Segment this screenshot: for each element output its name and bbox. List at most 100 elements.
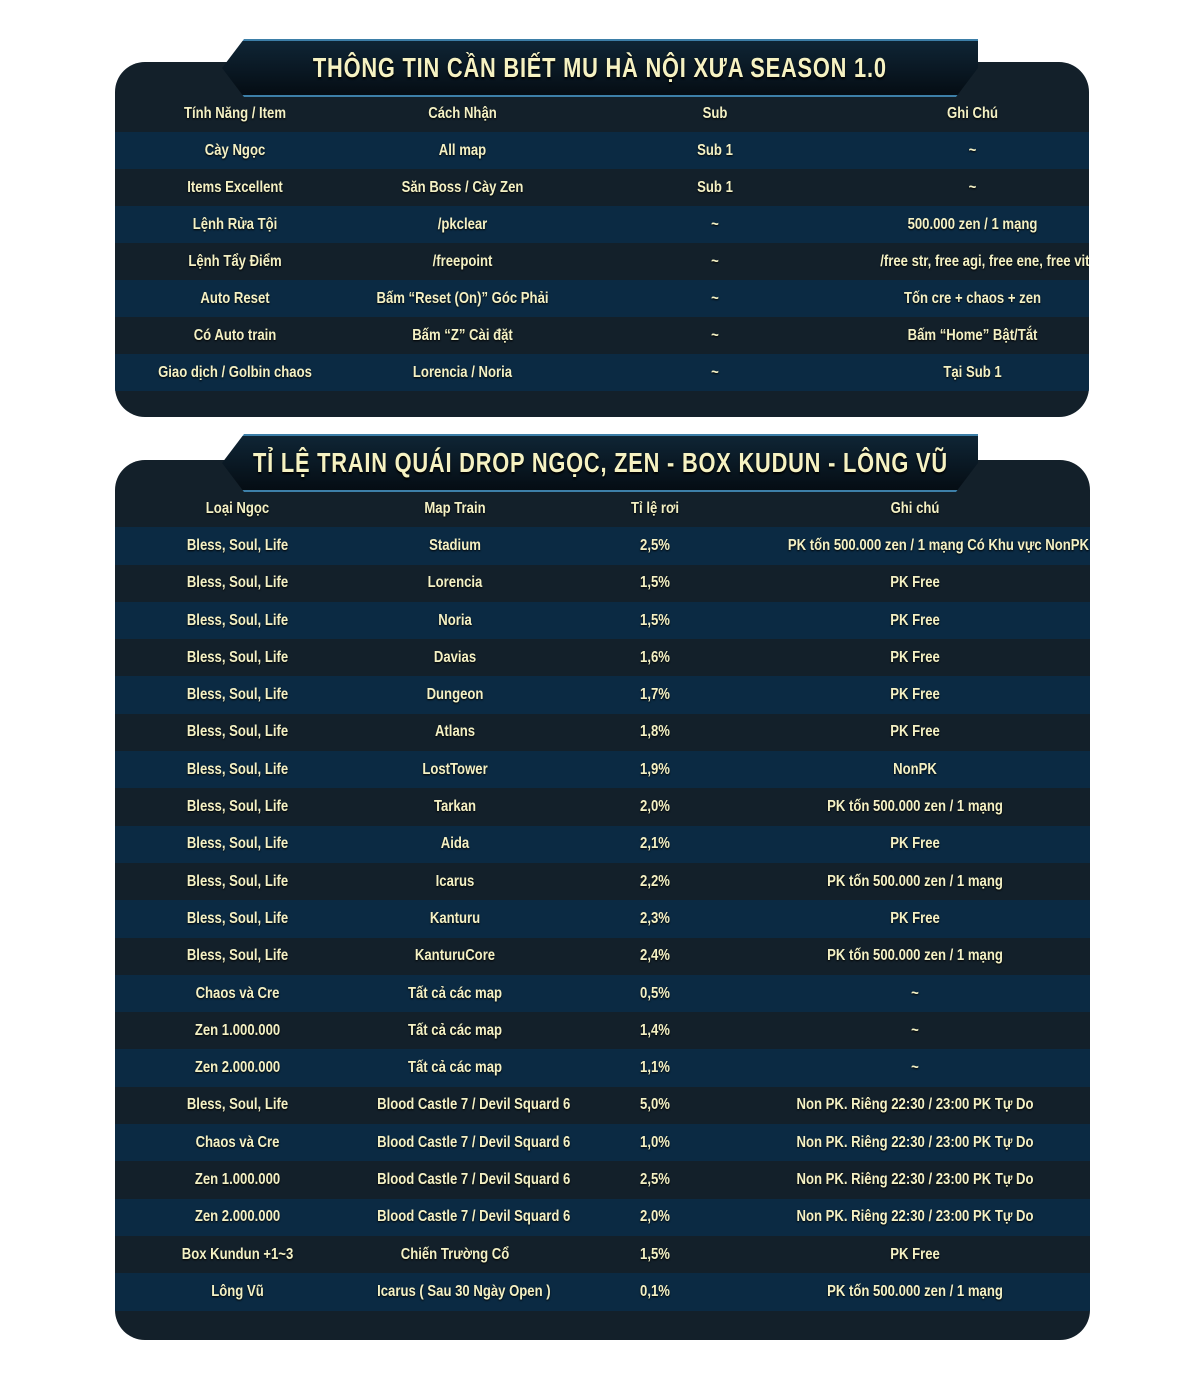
table-cell: Lorencia / Noria — [412, 363, 513, 381]
table-cell: 2,5% — [640, 536, 670, 554]
drop-rate-table: Loại Ngọc Map Train Tỉ lệ rơi Ghi chú Bless,… — [115, 490, 1090, 1311]
table-cell: ~ — [711, 252, 719, 270]
table-cell: Items Excellent — [187, 178, 283, 196]
table-row: Items Excellent Săn Boss / Cày Zen Sub 1 ~ — [115, 169, 1089, 206]
drop-rate-panel: Loại Ngọc Map Train Tỉ lệ rơi Ghi chú Bless,… — [115, 460, 1090, 1340]
table-cell: Tất cả các map — [407, 984, 503, 1002]
table-row: Lông Vũ Icarus ( Sau 30 Ngày Open ) 0,1% PK… — [115, 1273, 1090, 1311]
table-cell: Lệnh Rửa Tội — [192, 215, 278, 233]
table-row: Bless, Soul, Life Stadium 2,5% PK tốn 500.0… — [115, 527, 1090, 565]
table-cell: Icarus — [435, 872, 475, 890]
column-header: Ghi chú — [890, 499, 940, 517]
table-row: Có Auto train Bấm “Z” Cài đặt ~ Bấm “Home” … — [115, 317, 1089, 354]
table-cell: 2,0% — [640, 798, 670, 816]
table-cell: ~ — [911, 1021, 919, 1039]
table-cell: Zen 1.000.000 — [194, 1170, 281, 1188]
drop-rate-title: TỈ LỆ TRAIN QUÁI DROP NGỌC, ZEN - BOX KU… — [252, 447, 948, 478]
table-cell: 0,5% — [640, 984, 670, 1002]
table-cell: 2,4% — [640, 947, 670, 965]
table-cell: Bless, Soul, Life — [186, 536, 289, 554]
table-cell: PK Free — [890, 835, 940, 853]
table-row: Chaos và Cre Blood Castle 7 / Devil Squar… — [115, 1124, 1090, 1162]
table-row: Chaos và Cre Tất cả các map 0,5% ~ — [115, 974, 1090, 1013]
table-cell: 1,1% — [640, 1059, 670, 1077]
table-cell: PK tốn 500.000 zen / 1 mạng Có Khu vực N… — [787, 536, 1090, 554]
table-cell: PK Free — [890, 648, 940, 666]
table-cell: Lệnh Tẩy Điểm — [188, 252, 282, 270]
table-row: Bless, Soul, Life Davias 1,6% PK Free — [115, 639, 1090, 676]
table-cell: Bless, Soul, Life — [186, 686, 289, 704]
table-row: Bless, Soul, Life Aida 2,1% PK Free — [115, 825, 1090, 863]
table-cell: Giao dịch / Golbin chaos — [158, 363, 312, 381]
table-cell: 1,6% — [640, 648, 670, 666]
table-cell: 1,5% — [640, 1245, 670, 1263]
drop-rate-title-banner: TỈ LỆ TRAIN QUÁI DROP NGỌC, ZEN - BOX KU… — [222, 434, 978, 492]
table-cell: Bấm “Home” Bật/Tắt — [907, 326, 1038, 344]
table-cell: Bless, Soul, Life — [186, 723, 289, 741]
table-cell: Zen 2.000.000 — [194, 1208, 281, 1226]
table-cell: Sub 1 — [697, 141, 733, 159]
table-row: Bless, Soul, Life KanturuCore 2,4% PK tốn 5… — [115, 938, 1090, 975]
table-cell: 1,0% — [640, 1133, 670, 1151]
table-row: Zen 1.000.000 Tất cả các map 1,4% ~ — [115, 1012, 1090, 1049]
table-cell: Bless, Soul, Life — [186, 574, 289, 592]
table-row: Bless, Soul, Life Tarkan 2,0% PK tốn 500.00… — [115, 788, 1090, 825]
table-cell: 1,7% — [640, 686, 670, 704]
table-cell: Icarus ( Sau 30 Ngày Open ) — [377, 1282, 551, 1300]
table-cell: All map — [438, 141, 487, 159]
table-cell: Tarkan — [433, 798, 477, 816]
table-cell: Non PK. Riêng 22:30 / 23:00 PK Tự Do — [796, 1208, 1034, 1226]
table-cell: PK Free — [890, 574, 940, 592]
table-cell: PK Free — [890, 723, 940, 741]
table-cell: Kanturu — [429, 909, 481, 927]
table-cell: Bless, Soul, Life — [186, 1096, 289, 1114]
table-cell: 1,5% — [640, 574, 670, 592]
table-cell: Bless, Soul, Life — [186, 760, 289, 778]
table-cell: LostTower — [422, 760, 488, 778]
table-cell: Bless, Soul, Life — [186, 909, 289, 927]
column-header: Tỉ lệ rơi — [631, 499, 679, 517]
table-row: Bless, Soul, Life Icarus 2,2% PK tốn 500.00… — [115, 863, 1090, 900]
table-cell: Bless, Soul, Life — [186, 872, 289, 890]
table-cell: ~ — [968, 178, 977, 196]
table-cell: Tất cả các map — [407, 1021, 503, 1039]
column-header: Map Train — [424, 499, 486, 517]
table-cell: Bấm “Reset (On)” Góc Phải — [376, 289, 549, 307]
table-cell: PK Free — [890, 686, 940, 704]
table-cell: Aida — [440, 835, 470, 853]
table-row: Zen 2.000.000 Blood Castle 7 / Devil Squa… — [115, 1198, 1090, 1236]
table-cell: Blood Castle 7 / Devil Squard 6 — [377, 1096, 571, 1114]
table-cell: PK Free — [890, 909, 940, 927]
table-cell: ~ — [711, 326, 719, 344]
info-table: Tính Năng / Item Cách Nhận Sub Ghi Chú Cày N… — [115, 95, 1089, 391]
table-cell: ~ — [711, 289, 719, 307]
table-row: Bless, Soul, Life Lorencia 1,5% PK Free — [115, 565, 1090, 602]
table-row: Cày Ngọc All map Sub 1 ~ — [115, 132, 1089, 169]
table-cell: ~ — [711, 215, 719, 233]
table-row: Zen 2.000.000 Tất cả các map 1,1% ~ — [115, 1049, 1090, 1087]
table-cell: PK tốn 500.000 zen / 1 mạng — [827, 798, 1003, 816]
column-header: Cách Nhận — [428, 104, 497, 122]
table-cell: PK tốn 500.000 zen / 1 mạng — [827, 872, 1003, 890]
info-title-banner: THÔNG TIN CẦN BIẾT MU HÀ NỘI XƯA SEASON … — [222, 39, 978, 97]
column-header: Loại Ngọc — [205, 499, 270, 517]
table-cell: 2,2% — [640, 872, 670, 890]
table-cell: Lorencia — [427, 574, 483, 592]
table-cell: Bless, Soul, Life — [186, 611, 289, 629]
table-cell: NonPK — [893, 760, 937, 778]
table-cell: ~ — [911, 984, 919, 1002]
table-cell: Non PK. Riêng 22:30 / 23:00 PK Tự Do — [796, 1170, 1034, 1188]
table-cell: 2,0% — [640, 1208, 670, 1226]
table-cell: /free str, free agi, free ene, free vit — [880, 252, 1089, 270]
table-cell: 500.000 zen / 1 mạng — [907, 215, 1038, 233]
table-cell: Zen 1.000.000 — [194, 1021, 281, 1039]
column-header: Tính Năng / Item — [183, 104, 287, 122]
table-cell: Tại Sub 1 — [943, 363, 1002, 381]
table-cell: Davias — [433, 648, 477, 666]
table-cell: Dungeon — [426, 686, 484, 704]
table-cell: Chaos và Cre — [195, 1133, 280, 1151]
table-cell: Non PK. Riêng 22:30 / 23:00 PK Tự Do — [796, 1133, 1034, 1151]
table-cell: Blood Castle 7 / Devil Squard 6 — [377, 1133, 571, 1151]
table-cell: Sub 1 — [697, 178, 733, 196]
table-cell: Chiến Trường Cổ — [400, 1245, 510, 1263]
